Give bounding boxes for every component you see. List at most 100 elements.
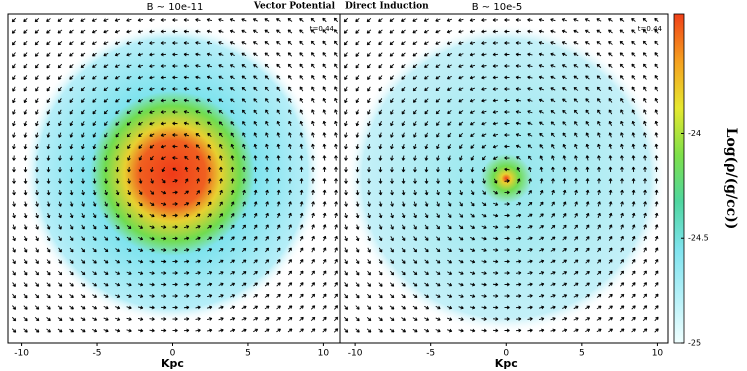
vector-arrow [458,248,464,252]
vector-arrow [435,294,441,298]
vector-arrow [344,282,348,287]
vector-arrow [311,143,315,150]
vector-arrow [573,305,579,310]
vector-arrow [515,98,522,103]
vector-arrow [515,328,522,333]
vector-arrow [69,224,74,230]
vector-arrow [242,189,246,196]
vector-arrow [69,86,74,92]
vector-arrow [378,86,383,92]
vector-arrow [515,259,522,264]
vector-arrow [424,294,429,298]
vector-arrow [149,121,155,126]
vector-arrow [69,121,74,127]
vector-arrow [643,270,647,276]
vector-arrow [573,271,579,275]
vector-arrow [172,213,178,218]
vector-arrow [287,282,293,287]
vector-arrow [413,155,417,161]
vector-arrow [333,328,339,333]
vector-arrow [183,87,190,91]
vector-arrow [264,328,270,333]
x-tick-label: -5 [426,349,435,359]
vector-arrow [160,133,167,137]
vector-arrow [207,189,212,195]
vector-arrow [334,132,338,138]
vector-arrow [160,156,166,160]
vector-arrow [596,63,602,68]
vector-arrow [115,224,120,230]
vector-arrow [334,189,338,196]
vector-arrow [608,52,613,57]
vector-arrow [310,52,315,57]
vector-arrow [265,120,269,126]
vector-arrow [654,293,659,299]
vector-arrow [654,224,659,230]
vector-arrow [573,282,579,287]
vector-arrow [242,166,246,173]
vector-arrow [504,236,510,241]
vector-arrow [69,132,74,138]
vector-arrow [447,166,452,173]
vector-arrow [104,201,108,207]
vector-arrow [115,271,121,275]
vector-arrow [527,75,533,80]
vector-arrow [447,271,453,275]
vector-arrow [482,155,486,161]
vector-arrow [573,75,579,80]
vector-arrow [596,29,602,34]
vector-arrow [322,132,327,138]
vector-arrow [230,248,235,252]
vector-arrow [276,328,281,333]
vector-arrow [378,132,383,138]
vector-arrow [516,156,521,160]
vector-arrow [229,64,235,68]
vector-arrow [620,224,624,230]
vector-arrow [550,132,555,138]
vector-arrow [504,41,510,45]
vector-arrow [150,155,154,161]
vector-arrow [390,86,394,92]
vector-arrow [538,271,545,275]
vector-arrow [206,98,212,103]
vector-arrow [527,133,533,137]
vector-arrow [608,212,613,218]
vector-arrow [35,120,39,127]
vector-arrow [470,248,476,252]
vector-arrow [355,282,360,287]
vector-arrow [195,271,201,275]
vector-arrow [492,282,499,287]
vector-arrow [344,120,348,127]
vector-arrow [207,259,213,264]
vector-arrow [46,86,51,92]
vector-arrow [230,328,236,333]
vector-arrow [596,328,602,333]
vector-arrow [608,155,613,161]
vector-arrow [264,18,270,22]
vector-arrow [230,213,235,218]
vector-arrow [619,18,625,22]
vector-arrow [447,98,452,103]
vector-arrow [412,18,418,22]
vector-arrow [620,109,624,115]
vector-arrow [447,213,452,218]
vector-arrow [115,282,121,287]
vector-arrow [81,143,85,150]
vector-arrow [492,317,499,321]
vector-arrow [481,121,487,126]
vector-arrow [608,75,613,80]
vector-arrow [435,87,441,91]
vector-arrow [334,258,338,264]
vector-arrow [344,259,348,265]
vector-arrow [654,52,659,57]
vector-arrow [355,236,360,242]
vector-arrow [230,178,235,184]
vector-arrow [366,52,371,57]
vector-arrow [253,64,258,68]
vector-arrow [160,64,167,68]
vector-arrow [550,121,556,126]
vector-arrow [334,305,339,310]
vector-arrow [527,98,533,103]
vector-arrow [69,270,74,276]
vector-arrow [608,29,613,34]
